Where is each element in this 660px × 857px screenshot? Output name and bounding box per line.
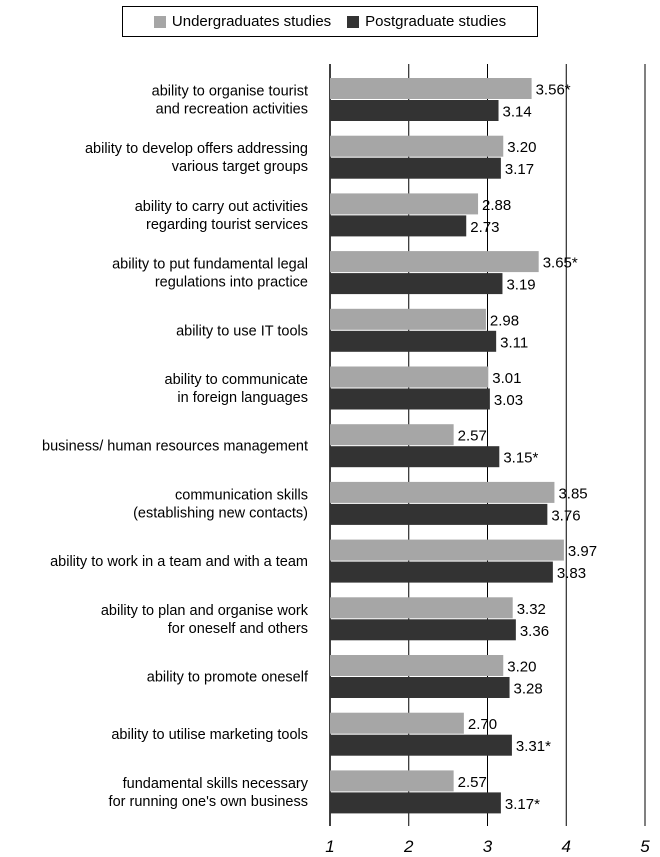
category-label: fundamental skills necessary for running … [109, 776, 309, 810]
category-label-line: communication skills [175, 487, 308, 503]
data-label-postgraduate: 3.28 [514, 681, 543, 698]
x-tick-label: 1 [325, 837, 334, 856]
category-label: ability to carry out activities regarding… [135, 199, 308, 233]
category-label: ability to utilise marketing tools [111, 727, 308, 743]
bar-postgraduate [330, 157, 501, 179]
category-label: ability to use IT tools [176, 323, 308, 339]
category-label-line: ability to use IT tools [176, 323, 308, 339]
category-label-line: ability to develop offers addressing [85, 141, 308, 157]
bar-undergraduate [330, 135, 504, 157]
category-label-line: ability to carry out activities [135, 199, 308, 215]
x-tick-label: 4 [562, 837, 571, 856]
bar-postgraduate [330, 215, 467, 237]
bar-postgraduate [330, 619, 516, 641]
x-tick-label: 3 [483, 837, 493, 856]
x-tick-label: 2 [403, 837, 414, 856]
legend-item-undergraduate: Undergraduates studies [153, 13, 332, 30]
bar-postgraduate [330, 273, 503, 295]
data-label-postgraduate: 3.03 [494, 392, 523, 409]
data-label-undergraduate: 2.88 [482, 197, 511, 214]
category-label: ability to promote oneself [147, 670, 309, 686]
bar-undergraduate [330, 78, 532, 99]
data-label-undergraduate: 3.32 [517, 601, 546, 618]
data-label-postgraduate: 3.17* [505, 796, 540, 813]
category-label-line: (establishing new contacts) [133, 505, 308, 521]
data-label-undergraduate: 2.57 [458, 428, 487, 445]
bar-undergraduate [330, 251, 539, 273]
bar-undergraduate [330, 655, 504, 676]
bar-undergraduate [330, 712, 464, 734]
category-label-line: ability to put fundamental legal [112, 257, 308, 273]
bar-postgraduate [330, 388, 490, 410]
bar-undergraduate [330, 481, 555, 503]
category-label-line: ability to utilise marketing tools [111, 727, 308, 743]
bar-postgraduate [330, 503, 548, 525]
category-label: ability to plan and organise work for one… [101, 603, 309, 637]
legend-label-postgraduate: Postgraduate studies [365, 13, 507, 30]
data-label-undergraduate: 3.97 [568, 543, 597, 560]
data-label-undergraduate: 2.57 [458, 774, 487, 791]
bar-postgraduate [330, 446, 500, 468]
data-label-undergraduate: 3.56* [536, 82, 571, 99]
data-label-postgraduate: 3.83 [557, 565, 586, 582]
data-label-postgraduate: 3.31* [516, 738, 551, 755]
legend-swatch-undergraduate [153, 15, 166, 28]
category-label: ability to develop offers addressing vari… [85, 141, 308, 175]
bar-postgraduate [330, 734, 512, 756]
bar-undergraduate [330, 366, 489, 388]
category-label-line: for running one's own business [109, 794, 308, 810]
category-label-line: various target groups [172, 159, 308, 175]
bar-undergraduate [330, 539, 564, 561]
category-label-line: business/ human resources management [42, 439, 308, 455]
bar-undergraduate [330, 308, 486, 330]
data-label-undergraduate: 3.20 [507, 139, 536, 156]
category-label-line: regarding tourist services [146, 217, 308, 233]
data-label-postgraduate: 3.14 [503, 104, 532, 121]
bar-undergraduate [330, 597, 513, 619]
category-label-line: ability to communicate [165, 372, 308, 388]
data-label-undergraduate: 3.65* [543, 255, 578, 272]
category-label-line: and recreation activities [156, 102, 308, 118]
category-label: ability to put fundamental legal regulati… [112, 257, 308, 291]
data-label-undergraduate: 2.70 [468, 716, 497, 733]
x-tick-label: 5 [640, 837, 650, 856]
bar-undergraduate [330, 193, 479, 215]
data-label-postgraduate: 3.15* [503, 450, 538, 467]
bar-postgraduate [330, 561, 553, 583]
category-label-line: regulations into practice [155, 275, 308, 291]
data-label-postgraduate: 3.76 [551, 507, 580, 524]
data-label-postgraduate: 3.19 [506, 277, 535, 294]
category-label: communication skills (establishing new co… [133, 487, 308, 521]
data-label-postgraduate: 2.73 [470, 219, 499, 236]
bar-undergraduate [330, 424, 454, 446]
category-label-line: in foreign languages [177, 390, 308, 406]
bar-undergraduate [330, 770, 454, 792]
data-label-undergraduate: 3.20 [507, 659, 536, 676]
legend-swatch-postgraduate [347, 15, 360, 28]
category-label: ability to communicate in foreign languag… [165, 372, 308, 406]
data-label-undergraduate: 3.01 [492, 370, 521, 387]
category-label-line: ability to plan and organise work [101, 603, 309, 619]
legend-item-postgraduate: Postgraduate studies [347, 13, 506, 30]
bar-postgraduate [330, 330, 497, 352]
bar-postgraduate [330, 100, 499, 121]
category-label: ability to organise tourist and recreatio… [152, 84, 308, 118]
legend-label-undergraduate: Undergraduates studies [171, 13, 332, 30]
chart-legend: Undergraduates studies Postgraduate stud… [122, 6, 538, 37]
data-label-undergraduate: 2.98 [490, 312, 519, 329]
data-label-postgraduate: 3.17 [505, 161, 534, 178]
data-label-postgraduate: 3.36 [520, 623, 549, 640]
category-label-line: ability to promote oneself [147, 670, 309, 686]
category-label-line: ability to work in a team and with a tea… [50, 554, 308, 570]
data-label-undergraduate: 3.85 [558, 485, 587, 502]
category-label-line: for oneself and others [168, 621, 308, 637]
bar-postgraduate [330, 677, 510, 698]
category-label: ability to work in a team and with a tea… [50, 554, 308, 570]
category-label-line: fundamental skills necessary [123, 776, 309, 792]
data-label-postgraduate: 3.11 [500, 334, 528, 351]
bar-postgraduate [330, 792, 501, 814]
category-label: business/ human resources management [42, 439, 308, 455]
category-label-line: ability to organise tourist [152, 84, 308, 100]
